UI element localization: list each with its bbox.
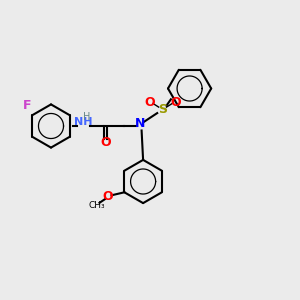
Text: O: O — [100, 136, 111, 149]
Text: F: F — [22, 99, 31, 112]
Text: H: H — [83, 112, 90, 122]
Text: O: O — [170, 95, 181, 109]
Text: S: S — [158, 103, 167, 116]
Text: NH: NH — [74, 117, 92, 128]
Text: N: N — [135, 116, 145, 130]
Text: O: O — [103, 190, 113, 203]
Text: CH₃: CH₃ — [88, 201, 105, 210]
Text: O: O — [145, 95, 155, 109]
